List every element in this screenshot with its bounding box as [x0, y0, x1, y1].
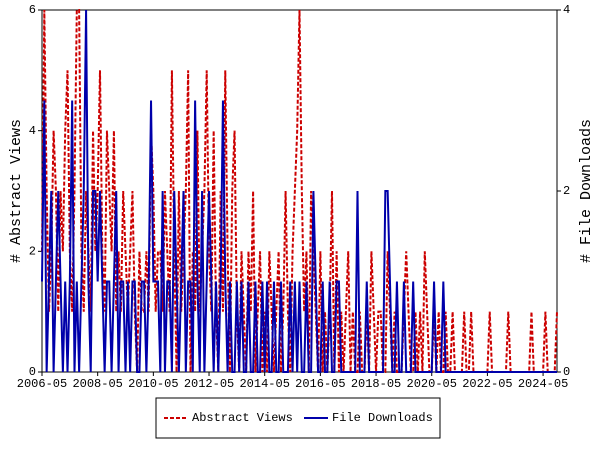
legend-label: Abstract Views: [192, 411, 293, 425]
y-tick-label: 4: [29, 124, 36, 138]
y2-tick-label: 2: [563, 184, 570, 198]
x-tick-label: 2010-05: [128, 377, 178, 391]
x-tick-label: 2020-05: [407, 377, 457, 391]
y2-tick-label: 4: [563, 3, 570, 17]
x-tick-label: 2018-05: [351, 377, 401, 391]
legend-label: File Downloads: [332, 411, 433, 425]
y-tick-label: 2: [29, 245, 36, 259]
y-tick-label: 0: [29, 365, 36, 379]
x-tick-label: 2012-05: [184, 377, 234, 391]
y-axis-label: # Abstract Views: [8, 119, 25, 263]
y2-axis-label: # File Downloads: [578, 119, 595, 263]
legend: [155, 397, 441, 439]
x-tick-label: 2022-05: [462, 377, 512, 391]
x-tick-label: 2016-05: [295, 377, 345, 391]
x-tick-label: 2024-05: [518, 377, 568, 391]
x-tick-label: 2008-05: [72, 377, 122, 391]
y-tick-label: 6: [29, 3, 36, 17]
series-line: [41, 9, 557, 373]
x-tick-label: 2014-05: [239, 377, 289, 391]
y2-tick-label: 0: [563, 365, 570, 379]
x-tick-label: 2006-05: [17, 377, 67, 391]
